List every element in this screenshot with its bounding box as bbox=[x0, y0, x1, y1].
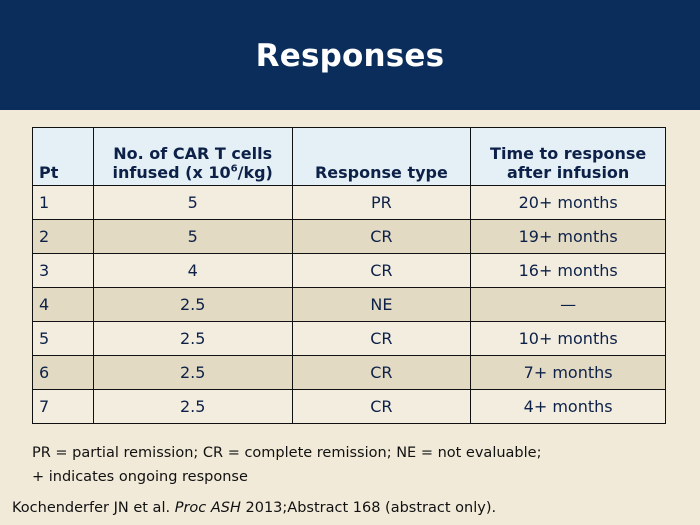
cell-response-type: CR bbox=[291, 355, 472, 390]
header-response-type: Response type bbox=[291, 127, 472, 186]
cell-cells-infused: 2.5 bbox=[92, 321, 293, 356]
header-pt: Pt bbox=[32, 127, 94, 186]
cell-pt: 6 bbox=[32, 355, 94, 390]
title-bar: Responses bbox=[0, 0, 700, 110]
cell-pt: 7 bbox=[32, 389, 94, 424]
cell-cells-infused: 2.5 bbox=[92, 389, 293, 424]
cell-cells-infused: 4 bbox=[92, 253, 293, 288]
cell-cells-infused: 2.5 bbox=[92, 287, 293, 322]
table-row: 7 2.5 CR 4+ months bbox=[32, 389, 666, 424]
cell-response-type: NE bbox=[291, 287, 472, 322]
header-cells-infused: No. of CAR T cells infused (x 106/kg) bbox=[92, 127, 293, 186]
table-row: 4 2.5 NE — bbox=[32, 287, 666, 322]
table-row: 3 4 CR 16+ months bbox=[32, 253, 666, 288]
citation-authors: Kochenderfer JN et al. bbox=[12, 500, 175, 516]
cell-pt: 3 bbox=[32, 253, 94, 288]
cell-response-type: PR bbox=[291, 185, 472, 220]
cell-time-to-response: 7+ months bbox=[470, 355, 666, 390]
citation-details: 2013;Abstract 168 (abstract only). bbox=[240, 500, 497, 516]
footnote-line1: PR = partial remission; CR = complete re… bbox=[32, 445, 542, 461]
cell-time-to-response: 19+ months bbox=[470, 219, 666, 254]
cell-cells-infused: 5 bbox=[92, 185, 293, 220]
cell-cells-infused: 5 bbox=[92, 219, 293, 254]
cell-time-to-response: — bbox=[470, 287, 666, 322]
cell-response-type: CR bbox=[291, 389, 472, 424]
cell-time-to-response: 10+ months bbox=[470, 321, 666, 356]
cell-pt: 5 bbox=[32, 321, 94, 356]
table-row: 6 2.5 CR 7+ months bbox=[32, 355, 666, 390]
cell-response-type: CR bbox=[291, 219, 472, 254]
table-header-row: Pt No. of CAR T cells infused (x 106/kg)… bbox=[32, 127, 666, 186]
header-cells-line2-prefix: infused (x 10 bbox=[112, 163, 231, 182]
cell-time-to-response: 16+ months bbox=[470, 253, 666, 288]
cell-response-type: CR bbox=[291, 321, 472, 356]
header-time-line1: Time to response bbox=[490, 144, 647, 163]
header-time-line2: after infusion bbox=[506, 163, 630, 182]
footnote-line2: + indicates ongoing response bbox=[32, 469, 248, 485]
cell-time-to-response: 20+ months bbox=[470, 185, 666, 220]
cell-time-to-response: 4+ months bbox=[470, 389, 666, 424]
cell-pt: 1 bbox=[32, 185, 94, 220]
citation: Kochenderfer JN et al. Proc ASH 2013;Abs… bbox=[12, 500, 496, 516]
cell-pt: 4 bbox=[32, 287, 94, 322]
table-row: 5 2.5 CR 10+ months bbox=[32, 321, 666, 356]
table-row: 1 5 PR 20+ months bbox=[32, 185, 666, 220]
cell-cells-infused: 2.5 bbox=[92, 355, 293, 390]
table-row: 2 5 CR 19+ months bbox=[32, 219, 666, 254]
abbreviation-footnote: PR = partial remission; CR = complete re… bbox=[32, 441, 541, 489]
cell-pt: 2 bbox=[32, 219, 94, 254]
citation-journal: Proc ASH bbox=[174, 500, 241, 516]
header-cells-line2-suffix: /kg) bbox=[237, 163, 273, 182]
header-cells-exponent: 6 bbox=[230, 163, 238, 175]
header-cells-line1: No. of CAR T cells bbox=[113, 144, 273, 163]
cell-response-type: CR bbox=[291, 253, 472, 288]
header-time-to-response: Time to response after infusion bbox=[470, 127, 666, 186]
responses-table: Pt No. of CAR T cells infused (x 106/kg)… bbox=[32, 127, 666, 424]
slide-title: Responses bbox=[255, 38, 445, 74]
